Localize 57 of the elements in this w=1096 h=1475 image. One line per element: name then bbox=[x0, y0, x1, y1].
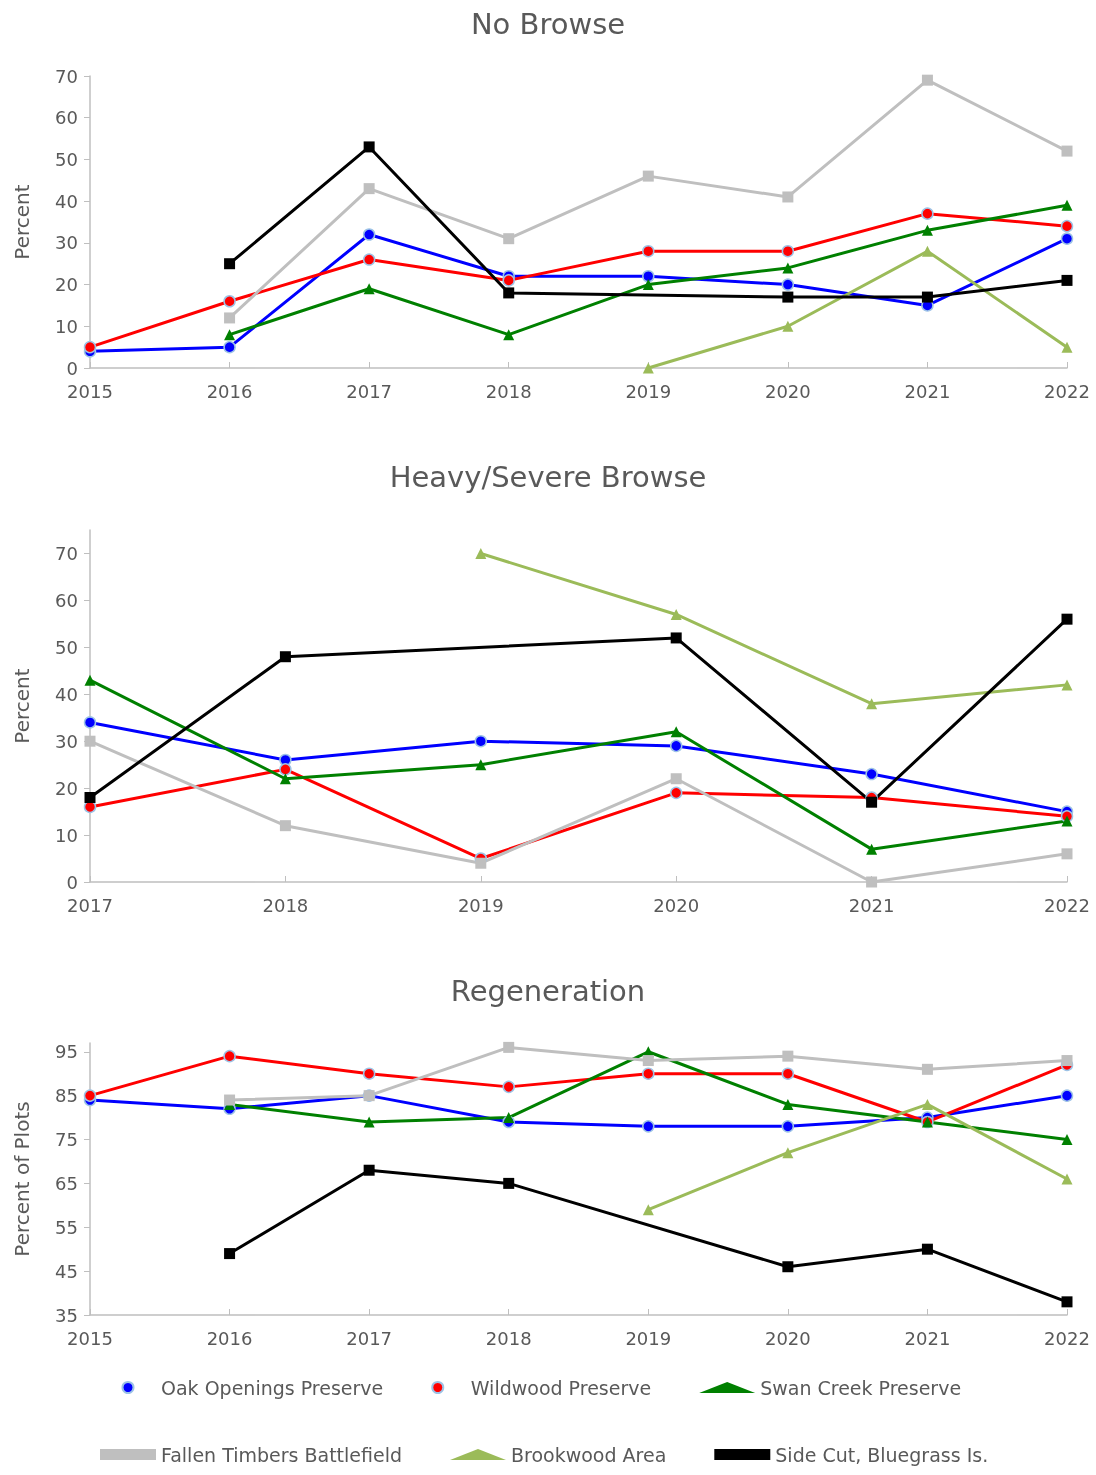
x-tick-label: 2021 bbox=[904, 1327, 951, 1349]
x-tick-label: 2018 bbox=[485, 1327, 532, 1349]
y-tick-label: 10 bbox=[55, 824, 78, 846]
chart-title: Regeneration bbox=[450, 973, 646, 1008]
y-tick-label: 50 bbox=[55, 148, 78, 170]
x-tick-label: 2017 bbox=[346, 380, 393, 402]
y-tick-label: 85 bbox=[55, 1085, 78, 1107]
x-tick-label: 2020 bbox=[653, 894, 700, 916]
y-axis-title: Percent of Plots bbox=[10, 1101, 34, 1257]
y-tick-label: 60 bbox=[55, 589, 78, 611]
y-tick-label: 35 bbox=[55, 1304, 78, 1326]
y-tick-label: 95 bbox=[55, 1041, 78, 1063]
y-tick-label: 75 bbox=[55, 1129, 78, 1151]
x-tick-label: 2018 bbox=[262, 894, 309, 916]
x-tick-label: 2022 bbox=[1044, 894, 1090, 916]
legend-label: Swan Creek Preserve bbox=[760, 1376, 962, 1399]
x-tick-label: 2015 bbox=[67, 1327, 113, 1349]
x-tick-label: 2019 bbox=[457, 894, 504, 916]
y-tick-label: 60 bbox=[55, 107, 78, 129]
x-tick-label: 2017 bbox=[346, 1327, 393, 1349]
y-tick-label: 0 bbox=[66, 357, 78, 379]
legend-label: Side Cut, Bluegrass Is. bbox=[775, 1443, 989, 1466]
x-tick-label: 2016 bbox=[206, 1327, 253, 1349]
x-tick-label: 2019 bbox=[625, 380, 672, 402]
chart-title: Heavy/Severe Browse bbox=[389, 459, 707, 494]
y-tick-label: 40 bbox=[55, 190, 78, 212]
legend-label: Oak Openings Preserve bbox=[161, 1376, 384, 1399]
x-tick-label: 2021 bbox=[904, 380, 951, 402]
legend-label: Fallen Timbers Battlefield bbox=[161, 1443, 403, 1466]
y-axis-title: Percent bbox=[10, 184, 34, 260]
x-tick-label: 2020 bbox=[764, 380, 811, 402]
legend-label: Brookwood Area bbox=[511, 1443, 667, 1466]
x-tick-label: 2021 bbox=[848, 894, 895, 916]
y-tick-label: 30 bbox=[55, 232, 78, 254]
x-tick-label: 2016 bbox=[206, 380, 253, 402]
chart-title: No Browse bbox=[470, 6, 626, 41]
x-tick-label: 2022 bbox=[1044, 1327, 1090, 1349]
x-tick-label: 2015 bbox=[67, 380, 113, 402]
x-tick-label: 2022 bbox=[1044, 380, 1090, 402]
y-tick-label: 40 bbox=[55, 683, 78, 705]
x-tick-label: 2020 bbox=[764, 1327, 811, 1349]
y-tick-label: 55 bbox=[55, 1216, 78, 1238]
y-tick-label: 45 bbox=[55, 1260, 78, 1282]
x-tick-label: 2018 bbox=[485, 380, 532, 402]
y-tick-label: 20 bbox=[55, 274, 78, 296]
y-axis-title: Percent bbox=[10, 668, 34, 744]
y-tick-label: 30 bbox=[55, 730, 78, 752]
y-tick-label: 20 bbox=[55, 777, 78, 799]
legend-label: Wildwood Preserve bbox=[470, 1376, 652, 1399]
y-tick-label: 10 bbox=[55, 315, 78, 337]
x-tick-label: 2017 bbox=[67, 894, 113, 916]
y-tick-label: 50 bbox=[55, 636, 78, 658]
y-tick-label: 0 bbox=[66, 871, 78, 893]
y-tick-label: 65 bbox=[55, 1172, 78, 1194]
y-tick-label: 70 bbox=[55, 542, 78, 564]
x-tick-label: 2019 bbox=[625, 1327, 672, 1349]
y-tick-label: 70 bbox=[55, 65, 78, 87]
